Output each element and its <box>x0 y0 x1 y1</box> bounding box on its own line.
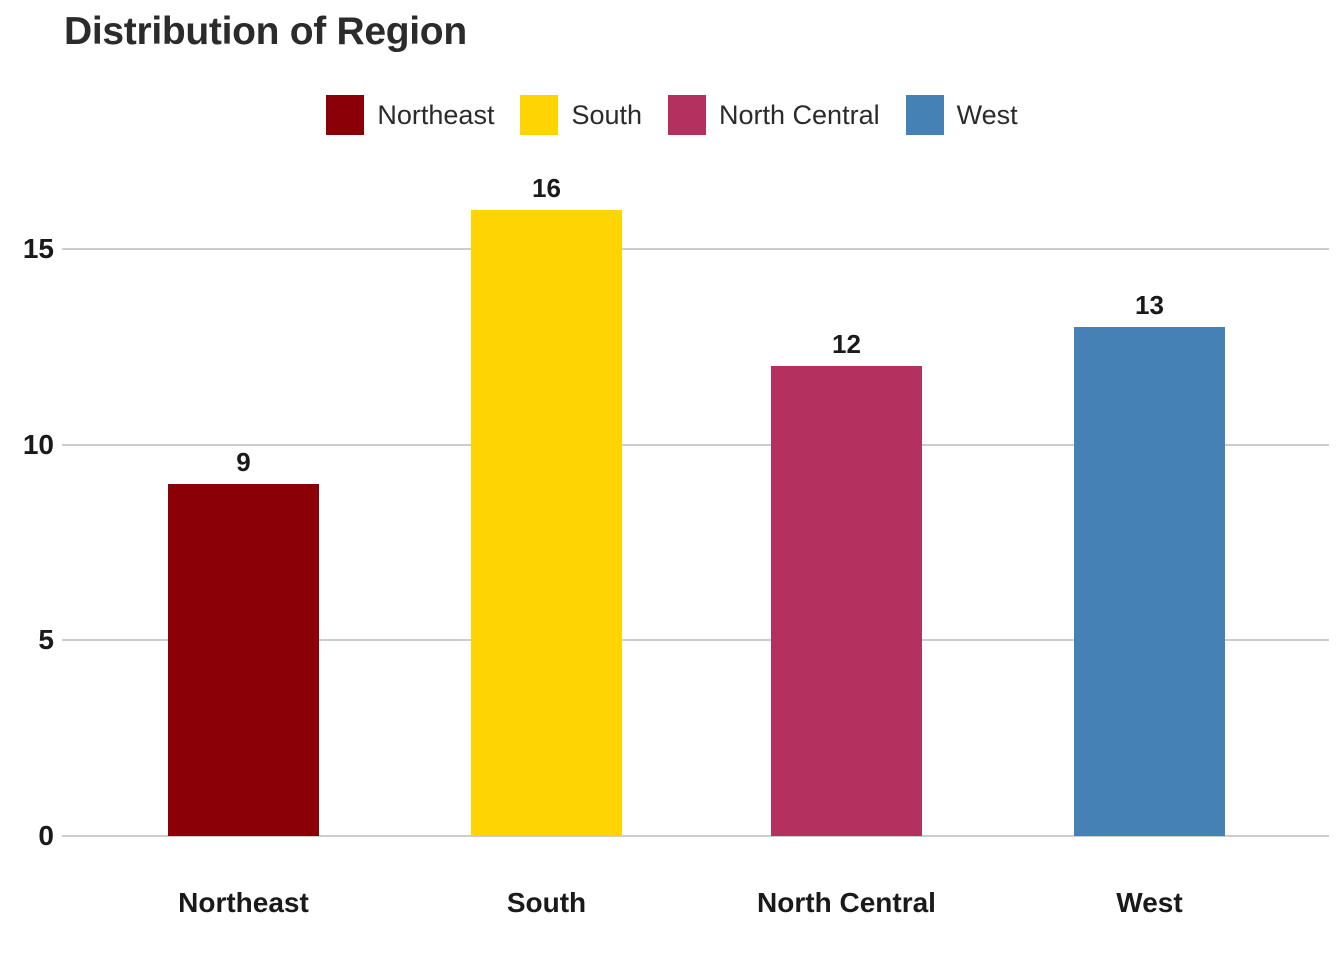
bar-value-south: 16 <box>532 172 561 203</box>
bar-south[interactable] <box>471 209 622 836</box>
legend-swatch-northeast <box>326 95 365 135</box>
bar-northeast[interactable] <box>168 483 319 836</box>
legend-label-north-central: North Central <box>719 100 880 130</box>
gridline-5 <box>62 639 1329 642</box>
y-axis-tick-15: 15 <box>22 232 54 264</box>
bar-north-central[interactable] <box>771 366 922 836</box>
x-axis-label-north-central: North Central <box>757 887 936 918</box>
legend-item-north-central[interactable]: North Central <box>668 95 880 135</box>
legend-item-west[interactable]: West <box>905 95 1018 135</box>
y-axis-tick-0: 0 <box>38 820 54 851</box>
chart-title: Distribution of Region <box>64 10 467 53</box>
x-axis-label-northeast: Northeast <box>178 887 309 918</box>
bar-west[interactable] <box>1074 327 1225 836</box>
y-axis-tick-10: 10 <box>22 428 54 460</box>
legend-swatch-north-central <box>668 95 707 135</box>
legend-label-south: South <box>571 100 643 130</box>
bar-value-northeast: 9 <box>236 446 251 477</box>
legend-item-south[interactable]: South <box>520 95 642 135</box>
legend-swatch-west <box>905 95 944 135</box>
legend-label-west: West <box>956 100 1018 130</box>
x-axis-label-south: South <box>506 887 587 918</box>
legend-item-northeast[interactable]: Northeast <box>326 95 494 135</box>
gridline-15 <box>62 247 1329 250</box>
chart-legend: Northeast South North Central West <box>0 92 1344 138</box>
legend-swatch-south <box>520 95 559 135</box>
gridline-10 <box>62 443 1329 446</box>
bar-value-west: 13 <box>1135 290 1164 321</box>
legend-label-northeast: Northeast <box>377 100 495 130</box>
bar-value-north-central: 12 <box>832 329 861 360</box>
x-axis-label-west: West <box>1116 887 1183 918</box>
gridline-0 <box>62 835 1329 837</box>
y-axis-tick-5: 5 <box>38 624 54 656</box>
